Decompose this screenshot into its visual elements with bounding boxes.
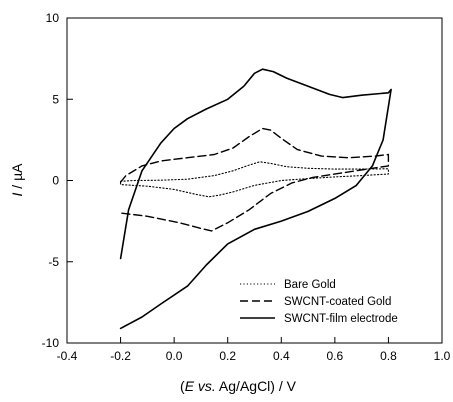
x-tick-label: 0.2 [219, 349, 236, 363]
legend-label-3: SWCNT-film electrode [284, 313, 398, 325]
series-line-1 [120, 161, 389, 198]
x-tick-label: 0.6 [327, 349, 344, 363]
y-tick-label: -10 [42, 336, 60, 350]
series-layer [119, 68, 392, 330]
axes: -0.4 -0.2 0.0 0.2 0.4 0.6 0.8 1.0 -10 -5 0 5 10 [42, 11, 451, 363]
x-tick-label: 0.8 [380, 349, 397, 363]
legend: Bare Gold SWCNT-coated Gold SWCNT-film ele… [240, 279, 398, 325]
y-tick-label: 10 [46, 11, 60, 25]
legend-label-2: SWCNT-coated Gold [284, 296, 391, 308]
x-tick-label: 1.0 [434, 349, 451, 363]
x-axis-title: (E vs. Ag/AgCl) / V [180, 378, 297, 394]
series-line-3 [119, 68, 392, 330]
y-tick-label: 0 [52, 174, 59, 188]
x-tick-label: -0.2 [110, 349, 131, 363]
y-axis-title: I / µA [9, 163, 25, 197]
y-tick-label: 5 [52, 92, 59, 106]
x-tick-label: 0.0 [166, 349, 183, 363]
legend-label-1: Bare Gold [284, 279, 336, 291]
plot-frame [66, 17, 443, 344]
x-tick-label: -0.4 [57, 349, 78, 363]
series-line-2 [119, 127, 390, 232]
y-tick-label: -5 [48, 255, 59, 269]
x-tick-label: 0.4 [273, 349, 290, 363]
